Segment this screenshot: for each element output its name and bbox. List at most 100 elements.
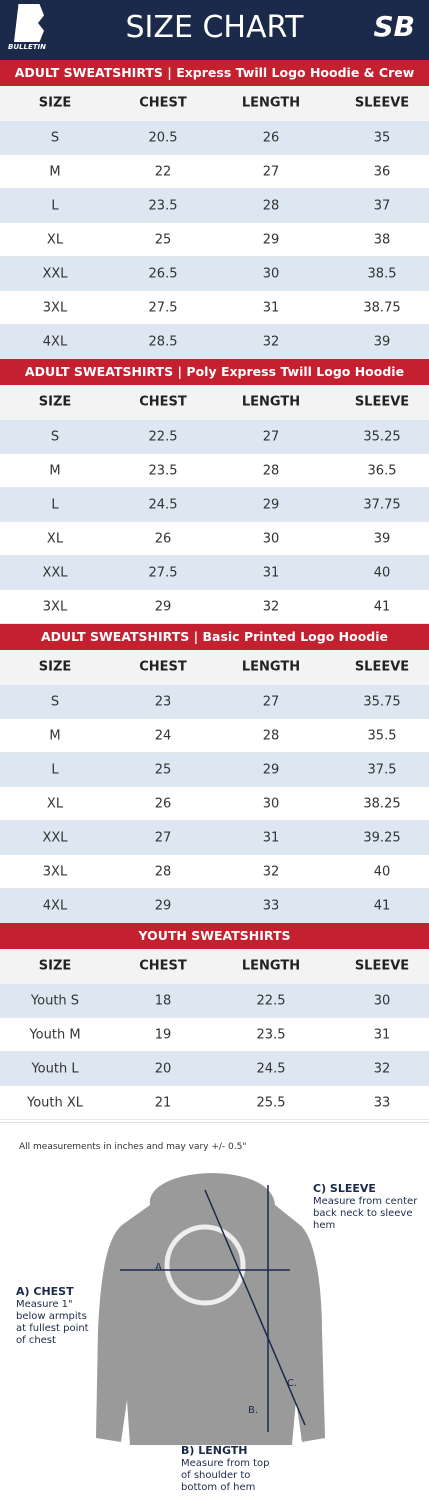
table-row [0, 454, 429, 488]
table-row [0, 889, 429, 923]
header-row [0, 949, 429, 984]
table-cell: XXL [42, 266, 68, 282]
table-cell: S [50, 694, 60, 710]
table-cell: 31 [262, 565, 280, 581]
table-row [0, 787, 429, 821]
table-cell: 29 [262, 762, 280, 778]
table-cell: 28 [154, 864, 172, 880]
header-row [0, 385, 429, 420]
marker: A [155, 1262, 162, 1273]
table-cell: 4XL [42, 898, 68, 914]
table-cell: 19 [154, 1027, 172, 1043]
header-bar: BULLETIN SIZE CHART SB [0, 0, 429, 60]
table-cell: 36.5 [367, 463, 397, 479]
table-row [0, 257, 429, 291]
table-cell: 33 [373, 1095, 391, 1111]
table-cell: S [50, 429, 60, 445]
table-cell: 26 [262, 130, 280, 146]
table-cell: XXL [42, 565, 68, 581]
column-header: CHEST [139, 95, 187, 111]
divider [0, 1122, 429, 1123]
table-row [0, 522, 429, 556]
table-cell: 29 [154, 599, 172, 615]
table-cell: 36 [373, 164, 391, 180]
column-header: SLEEVE [354, 659, 410, 675]
table-cell: 28.5 [148, 334, 178, 350]
table-cell: XXL [42, 830, 68, 846]
column-header: CHEST [139, 958, 187, 974]
table-cell: 29 [154, 898, 172, 914]
table-row [0, 488, 429, 522]
table-cell: M [49, 728, 61, 744]
column-header: LENGTH [241, 659, 301, 675]
hoodie-logo [164, 1224, 246, 1306]
table-row [0, 291, 429, 325]
table-cell: 32 [262, 334, 280, 350]
table-row [0, 590, 429, 624]
table-cell: 38.25 [363, 796, 401, 812]
table-cell: 31 [373, 1027, 391, 1043]
note-text: Measure from center back neck to sleeve … [313, 1196, 418, 1231]
table-row [0, 121, 429, 155]
table-cell: 20 [154, 1061, 172, 1077]
table-cell: 37.75 [363, 497, 401, 513]
table-cell: 39 [373, 334, 391, 350]
table-cell: 18 [154, 993, 172, 1009]
table-cell: 28 [262, 198, 280, 214]
table-cell: 38.5 [367, 266, 397, 282]
table-row [0, 325, 429, 359]
table-row [0, 1052, 429, 1086]
footnote: All measurements in inches and may vary … [19, 1142, 247, 1152]
column-header: SIZE [38, 394, 72, 410]
table-cell: 32 [373, 1061, 391, 1077]
table-cell: 30 [262, 266, 280, 282]
table-cell: Youth S [30, 993, 80, 1009]
table-cell: Youth L [31, 1061, 79, 1077]
sleeve-line [204, 1189, 306, 1426]
table-cell: 40 [373, 565, 391, 581]
table-row [0, 420, 429, 454]
column-header: LENGTH [241, 394, 301, 410]
table-row [0, 753, 429, 787]
title: SIZE CHART [125, 10, 304, 45]
table-cell: L [51, 497, 59, 513]
table-cell: 22.5 [148, 429, 178, 445]
table-row [0, 685, 429, 719]
table-cell: 24.5 [148, 497, 178, 513]
column-header: CHEST [139, 394, 187, 410]
table-cell: 29 [262, 497, 280, 513]
table-row [0, 556, 429, 590]
column-header: SLEEVE [354, 95, 410, 111]
note-text: Measure from top of shoulder to bottom o… [181, 1458, 270, 1493]
table-cell: L [51, 762, 59, 778]
table-cell: 23.5 [148, 463, 178, 479]
note-title: C) SLEEVE [313, 1182, 376, 1195]
column-header: SIZE [38, 659, 72, 675]
table-cell: 40 [373, 864, 391, 880]
column-header: LENGTH [241, 958, 301, 974]
table-cell: S [50, 130, 60, 146]
table-cell: 24.5 [256, 1061, 286, 1077]
table-cell: 26 [154, 531, 172, 547]
column-header: LENGTH [241, 95, 301, 111]
column-header: CHEST [139, 659, 187, 675]
column-header: SIZE [38, 958, 72, 974]
table-row [0, 189, 429, 223]
table-cell: XL [46, 531, 64, 547]
header-row [0, 650, 429, 685]
table-cell: 22 [154, 164, 172, 180]
table-cell: 21 [154, 1095, 172, 1111]
table-cell: 27.5 [148, 565, 178, 581]
table-cell: 41 [373, 599, 391, 615]
table-cell: 25.5 [256, 1095, 286, 1111]
table-cell: 35.25 [363, 429, 401, 445]
table-cell: 29 [262, 232, 280, 248]
table-cell: Youth XL [26, 1095, 84, 1111]
table-cell: 35 [373, 130, 391, 146]
table-cell: 27.5 [148, 300, 178, 316]
table-cell: 23.5 [148, 198, 178, 214]
table-cell: 38 [373, 232, 391, 248]
table-cell: 20.5 [148, 130, 178, 146]
marker: C. [287, 1378, 298, 1389]
